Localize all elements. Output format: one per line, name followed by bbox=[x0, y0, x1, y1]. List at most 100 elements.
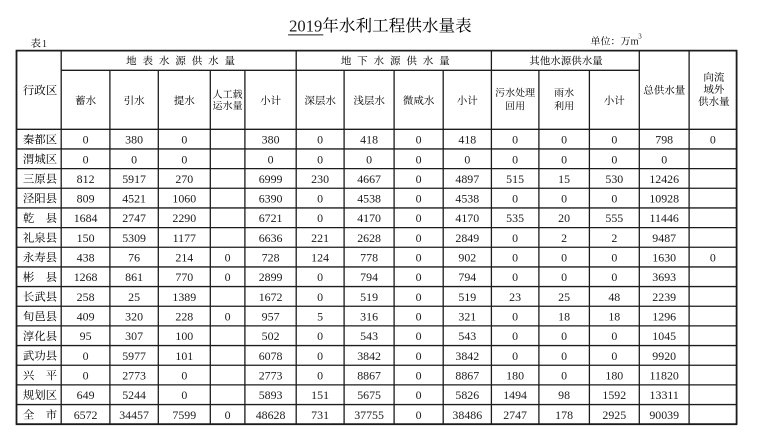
svg-text:380: 380 bbox=[262, 133, 280, 147]
svg-text:902: 902 bbox=[458, 251, 476, 265]
svg-text:214: 214 bbox=[175, 251, 193, 265]
svg-text:418: 418 bbox=[458, 133, 476, 147]
svg-text:101: 101 bbox=[175, 349, 193, 363]
svg-text:409: 409 bbox=[77, 310, 95, 324]
svg-text:0: 0 bbox=[611, 349, 617, 363]
svg-text:38486: 38486 bbox=[452, 408, 482, 422]
svg-text:1060: 1060 bbox=[172, 192, 196, 206]
svg-text:5917: 5917 bbox=[122, 172, 146, 186]
svg-text:5: 5 bbox=[317, 310, 323, 324]
svg-text:6636: 6636 bbox=[259, 231, 283, 245]
svg-text:4538: 4538 bbox=[357, 192, 381, 206]
svg-text:316: 316 bbox=[360, 310, 378, 324]
svg-text:2239: 2239 bbox=[652, 290, 676, 304]
svg-text:228: 228 bbox=[175, 310, 193, 324]
svg-text:2: 2 bbox=[561, 231, 567, 245]
svg-text:0: 0 bbox=[611, 251, 617, 265]
svg-text:0: 0 bbox=[317, 270, 323, 284]
svg-text:0: 0 bbox=[512, 310, 518, 324]
svg-text:0: 0 bbox=[317, 211, 323, 225]
svg-text:519: 519 bbox=[458, 290, 476, 304]
svg-text:0: 0 bbox=[416, 192, 422, 206]
svg-text:731: 731 bbox=[311, 408, 329, 422]
svg-text:0: 0 bbox=[181, 133, 187, 147]
svg-text:530: 530 bbox=[605, 172, 623, 186]
svg-text:770: 770 bbox=[175, 270, 193, 284]
svg-text:0: 0 bbox=[561, 192, 567, 206]
svg-text:34457: 34457 bbox=[119, 408, 149, 422]
svg-text:0: 0 bbox=[83, 133, 89, 147]
svg-text:0: 0 bbox=[225, 251, 231, 265]
svg-text:0: 0 bbox=[416, 211, 422, 225]
svg-text:0: 0 bbox=[181, 388, 187, 402]
svg-text:98: 98 bbox=[558, 388, 570, 402]
svg-text:15: 15 bbox=[558, 172, 570, 186]
svg-text:8867: 8867 bbox=[357, 369, 381, 383]
svg-text:178: 178 bbox=[555, 408, 573, 422]
svg-text:0: 0 bbox=[561, 270, 567, 284]
svg-text:2747: 2747 bbox=[503, 408, 527, 422]
svg-text:0: 0 bbox=[181, 369, 187, 383]
svg-text:0: 0 bbox=[317, 192, 323, 206]
svg-text:270: 270 bbox=[175, 172, 193, 186]
svg-text:0: 0 bbox=[710, 251, 716, 265]
svg-text:5309: 5309 bbox=[122, 231, 146, 245]
svg-text:0: 0 bbox=[512, 270, 518, 284]
svg-text:5977: 5977 bbox=[122, 349, 146, 363]
svg-text:0: 0 bbox=[317, 349, 323, 363]
svg-text:0: 0 bbox=[416, 231, 422, 245]
svg-text:95: 95 bbox=[80, 329, 92, 343]
svg-text:307: 307 bbox=[125, 329, 143, 343]
svg-text:1296: 1296 bbox=[652, 310, 676, 324]
svg-text:0: 0 bbox=[561, 369, 567, 383]
svg-text:23: 23 bbox=[509, 290, 521, 304]
svg-text:9487: 9487 bbox=[652, 231, 676, 245]
svg-text:151: 151 bbox=[311, 388, 329, 402]
svg-text:4897: 4897 bbox=[455, 172, 479, 186]
svg-text:3842: 3842 bbox=[455, 349, 479, 363]
svg-text:418: 418 bbox=[360, 133, 378, 147]
svg-text:778: 778 bbox=[360, 251, 378, 265]
svg-text:6999: 6999 bbox=[259, 172, 283, 186]
svg-text:794: 794 bbox=[360, 270, 378, 284]
svg-text:20: 20 bbox=[558, 211, 570, 225]
svg-text:0: 0 bbox=[225, 408, 231, 422]
svg-text:0: 0 bbox=[661, 152, 667, 166]
svg-text:0: 0 bbox=[416, 388, 422, 402]
svg-text:0: 0 bbox=[561, 251, 567, 265]
svg-text:0: 0 bbox=[512, 329, 518, 343]
svg-text:0: 0 bbox=[83, 369, 89, 383]
svg-text:0: 0 bbox=[416, 251, 422, 265]
svg-text:0: 0 bbox=[611, 133, 617, 147]
svg-text:0: 0 bbox=[416, 133, 422, 147]
svg-text:535: 535 bbox=[506, 211, 524, 225]
svg-text:0: 0 bbox=[512, 192, 518, 206]
svg-text:0: 0 bbox=[416, 152, 422, 166]
svg-text:957: 957 bbox=[262, 310, 280, 324]
svg-text:0: 0 bbox=[366, 152, 372, 166]
svg-text:180: 180 bbox=[506, 369, 524, 383]
svg-text:0: 0 bbox=[611, 270, 617, 284]
svg-text:798: 798 bbox=[655, 133, 673, 147]
svg-text:37755: 37755 bbox=[354, 408, 384, 422]
svg-text:48: 48 bbox=[608, 290, 620, 304]
svg-text:0: 0 bbox=[225, 310, 231, 324]
svg-text:794: 794 bbox=[458, 270, 476, 284]
svg-text:1684: 1684 bbox=[74, 211, 98, 225]
svg-text:555: 555 bbox=[605, 211, 623, 225]
svg-text:728: 728 bbox=[262, 251, 280, 265]
svg-text:0: 0 bbox=[512, 152, 518, 166]
svg-text:0: 0 bbox=[512, 251, 518, 265]
svg-text:0: 0 bbox=[268, 152, 274, 166]
svg-text:1592: 1592 bbox=[602, 388, 626, 402]
svg-text:0: 0 bbox=[512, 133, 518, 147]
svg-text:2019: 2019 bbox=[289, 16, 322, 35]
svg-text:1630: 1630 bbox=[652, 251, 676, 265]
svg-text:0: 0 bbox=[561, 133, 567, 147]
svg-text:6390: 6390 bbox=[259, 192, 283, 206]
svg-text:18: 18 bbox=[608, 310, 620, 324]
svg-text:0: 0 bbox=[317, 133, 323, 147]
svg-text:0: 0 bbox=[611, 152, 617, 166]
svg-text:380: 380 bbox=[125, 133, 143, 147]
svg-text:m: m bbox=[631, 37, 639, 48]
